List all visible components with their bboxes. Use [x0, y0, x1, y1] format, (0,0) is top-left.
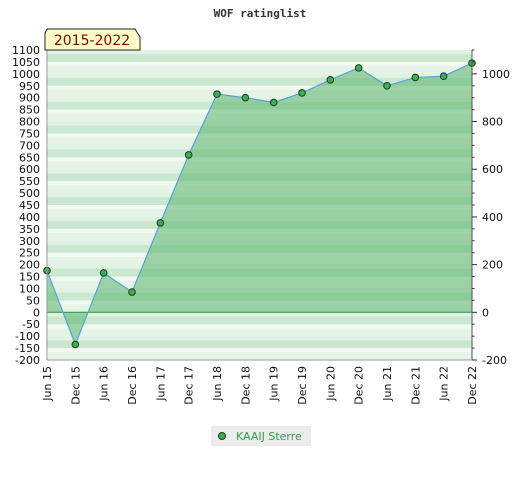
points-layer — [43, 59, 476, 349]
grid-band-highlight — [47, 50, 472, 55]
y-left-tick-label: 1000 — [12, 68, 40, 81]
y-left-tick-label: 150 — [19, 271, 40, 284]
y-right-tick-label: 1000 — [482, 68, 510, 81]
grid-band — [47, 348, 472, 360]
x-tick-label: Dec 18 — [239, 366, 252, 405]
data-point — [184, 151, 193, 159]
x-tick-label: Dec 21 — [409, 366, 422, 405]
x-tick-label: Jun 19 — [268, 366, 281, 402]
y-left-tick-label: 600 — [19, 163, 40, 176]
grid-band — [47, 324, 472, 337]
x-tick-label: Dec 22 — [466, 366, 479, 405]
y-left-tick-label: 100 — [19, 282, 40, 295]
y-left-tick-label: 350 — [19, 223, 40, 236]
x-tick-label: Jun 18 — [211, 366, 224, 402]
y-left-tick-label: 750 — [19, 127, 40, 140]
data-point — [383, 81, 391, 90]
y-left-tick-label: 650 — [19, 151, 40, 164]
y-left-tick-label: 1100 — [12, 44, 40, 57]
data-point — [298, 89, 306, 97]
x-tick-label: Dec 16 — [126, 366, 139, 405]
legend-marker — [218, 432, 226, 440]
x-tick-label: Jun 20 — [324, 366, 337, 402]
y-left-tick-label: 0 — [33, 306, 40, 319]
grid-band — [47, 336, 472, 349]
area-layer — [46, 62, 473, 347]
grid-band-highlight — [47, 73, 472, 79]
chart-title: WOF ratinglist — [214, 7, 307, 20]
y-left-tick-label: 900 — [19, 92, 40, 105]
grid-band-highlight — [47, 348, 472, 353]
legend-label: KAAIJ Sterre — [236, 430, 302, 443]
data-point — [269, 98, 278, 107]
data-point — [156, 219, 165, 227]
y-right-tick-label: 0 — [482, 306, 489, 319]
data-point — [326, 76, 335, 84]
x-tick-label: Dec 17 — [183, 366, 196, 405]
grid-band-highlight — [47, 336, 472, 341]
y-left-tick-label: 200 — [19, 259, 40, 272]
data-point — [411, 73, 420, 82]
grid-band — [47, 85, 472, 98]
grid-band — [47, 73, 472, 86]
y-left-tick-label: 800 — [19, 116, 40, 129]
y-left-tick-label: 400 — [19, 211, 40, 224]
right-axis-ticks: -200 0 200 400 600 800 1000 — [472, 49, 510, 367]
y-left-tick-label: 1050 — [12, 56, 40, 69]
y-left-tick-label: 550 — [19, 175, 40, 188]
data-point — [128, 288, 136, 296]
x-tick-label: Jun 22 — [438, 366, 451, 402]
y-left-tick-label: 450 — [19, 199, 40, 212]
grid-band — [47, 61, 472, 74]
y-left-tick-label: 950 — [19, 80, 40, 93]
legend: KAAIJ Sterre — [211, 426, 311, 446]
x-tick-label: Jun 16 — [98, 366, 111, 402]
left-axis-ticks: -200-150-100-500501001502002503003504004… — [12, 44, 40, 367]
grid-band-highlight — [47, 85, 472, 90]
y-left-tick-label: -100 — [15, 330, 40, 343]
data-point — [99, 269, 108, 277]
data-point — [439, 72, 448, 81]
y-left-tick-label: 700 — [19, 139, 40, 152]
series-line — [46, 62, 473, 347]
y-right-tick-label: 400 — [482, 211, 503, 224]
period-tag: 2015-2022 — [44, 28, 141, 51]
data-point — [354, 64, 363, 72]
y-left-tick-label: 300 — [19, 235, 40, 248]
y-left-tick-label: -150 — [15, 342, 40, 355]
y-left-tick-label: -200 — [15, 354, 40, 367]
grid-band — [47, 312, 472, 325]
x-tick-label: Jun 17 — [154, 366, 167, 402]
grid-band-highlight — [47, 312, 472, 317]
x-tick-label: Dec 15 — [69, 366, 82, 405]
series-area — [47, 63, 472, 345]
y-right-tick-label: 800 — [482, 116, 503, 129]
x-axis-ticks: Jun 15 Dec 15 Jun 16 Dec 16 Jun 17 Dec 17 Jun … — [41, 366, 479, 405]
period-label: 2015-2022 — [54, 33, 130, 49]
x-tick-label: Jun 21 — [381, 366, 394, 402]
data-point — [241, 93, 250, 102]
x-tick-label: Jun 15 — [41, 366, 54, 402]
y-left-tick-label: 500 — [19, 187, 40, 200]
y-left-tick-label: 50 — [26, 294, 40, 307]
grid-band-highlight — [47, 61, 472, 67]
y-right-tick-label: 200 — [482, 259, 503, 272]
x-tick-label: Dec 20 — [353, 366, 366, 405]
data-point — [213, 90, 221, 98]
x-tick-label: Dec 19 — [296, 366, 309, 405]
y-left-tick-label: 250 — [19, 247, 40, 260]
y-left-tick-label: -50 — [22, 318, 40, 331]
grid-band — [47, 50, 472, 62]
grid-band-highlight — [47, 324, 472, 329]
data-point — [71, 340, 80, 349]
y-left-tick-label: 850 — [19, 104, 40, 117]
y-right-tick-label: 600 — [482, 163, 503, 176]
y-right-tick-label: -200 — [482, 354, 507, 367]
